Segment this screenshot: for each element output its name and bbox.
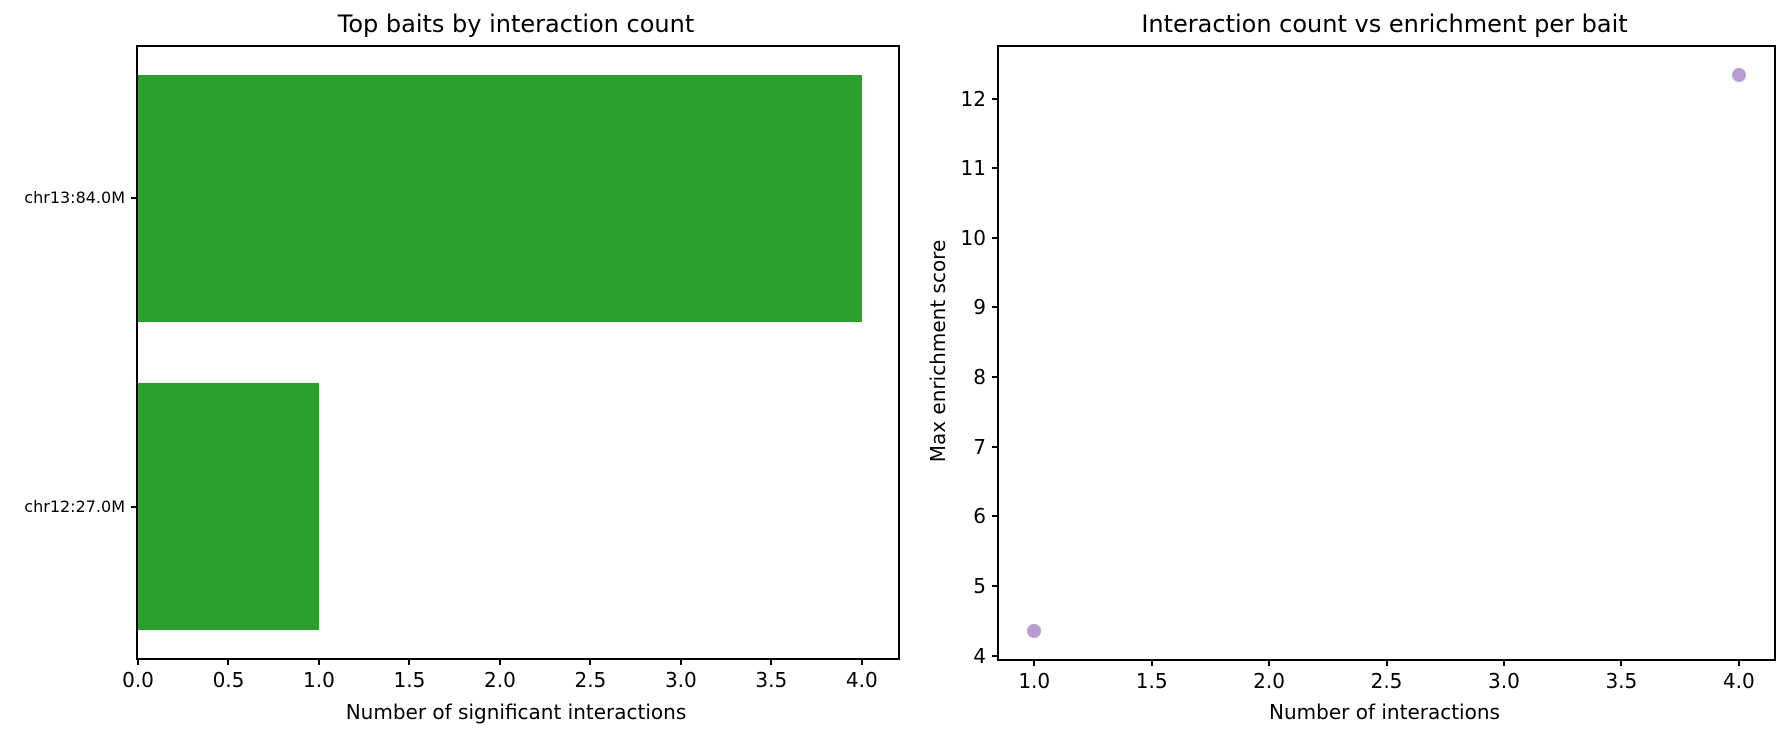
- x-tick-label: 2.5: [574, 668, 607, 692]
- x-tick: [498, 658, 501, 665]
- x-tick-label: 1.5: [1135, 669, 1168, 693]
- x-tick-label: 0.0: [122, 668, 154, 692]
- y-tick-label: 8: [973, 365, 986, 390]
- y-tick: [131, 197, 138, 200]
- scatter-point: [1027, 624, 1042, 639]
- bar-chart-plot-area: 0.0 0.5 1.0 1.5 2.0 2.5 3.0 3.5 4.0 chr13:84.0M ch…: [24, 45, 900, 691]
- y-tick: [992, 306, 999, 309]
- y-tick: [992, 236, 999, 239]
- y-tick-label: 6: [973, 504, 986, 529]
- scatter-chart-xlabel: Number of interactions: [1269, 700, 1500, 724]
- y-tick-label: 12: [960, 86, 986, 111]
- x-tick: [227, 658, 230, 665]
- y-tick: [992, 445, 999, 448]
- bar-chart-xlabel: Number of significant interactions: [345, 700, 687, 724]
- y-tick: [992, 515, 999, 518]
- x-tick-label: 3.5: [1605, 669, 1638, 693]
- x-tick: [1620, 659, 1623, 666]
- x-tick-label: 1.0: [303, 668, 335, 692]
- x-tick: [1502, 659, 1505, 666]
- scatter-point: [1731, 67, 1746, 82]
- x-tick-label: 2.0: [483, 668, 516, 692]
- y-tick-label: 10: [960, 225, 986, 250]
- scatter-chart-plot-area: 1.0 1.5 2.0 2.5 3.0 3.5 4.0 4 5 6 7 8 9 10 11 12: [961, 45, 1776, 692]
- x-tick: [137, 658, 139, 665]
- x-tick-label: 4.0: [1722, 669, 1755, 693]
- x-tick-label: 3.5: [755, 668, 788, 692]
- y-tick-label: 4: [973, 643, 986, 668]
- x-tick: [1150, 659, 1153, 666]
- x-tick: [1385, 659, 1388, 666]
- y-tick: [131, 505, 138, 508]
- y-tick: [992, 584, 999, 587]
- y-tick: [992, 167, 999, 170]
- x-tick: [1737, 659, 1740, 666]
- x-tick-label: 3.0: [1488, 669, 1520, 693]
- category-tick-label: chr13:84.0M: [24, 188, 125, 208]
- x-tick-label: 0.5: [212, 668, 245, 692]
- y-tick-label: 9: [973, 295, 986, 320]
- y-tick: [992, 97, 999, 100]
- category-tick-label: chr12:27.0M: [24, 496, 125, 516]
- x-tick-label: 3.0: [664, 668, 697, 692]
- x-tick: [589, 658, 592, 665]
- x-tick-label: 2.5: [1370, 669, 1403, 693]
- x-tick: [1268, 659, 1271, 666]
- x-tick: [317, 658, 320, 665]
- bar-chart-title: Top baits by interaction count: [337, 10, 695, 38]
- x-tick: [860, 658, 863, 665]
- y-tick: [992, 654, 999, 657]
- y-tick-label: 11: [960, 156, 986, 181]
- scatter-chart-title: Interaction count vs enrichment per bait: [1141, 10, 1628, 38]
- x-tick: [770, 658, 773, 665]
- x-tick-label: 1.5: [393, 668, 426, 692]
- x-tick-label: 4.0: [845, 668, 878, 692]
- x-tick: [408, 658, 411, 665]
- bar: [138, 383, 319, 631]
- y-tick-label: 7: [973, 434, 986, 459]
- scatter-chart-ylabel: Max enrichment score: [926, 239, 950, 463]
- x-tick: [679, 658, 682, 665]
- y-tick-label: 5: [973, 573, 986, 598]
- x-tick-label: 2.0: [1253, 669, 1285, 693]
- y-tick: [992, 376, 999, 379]
- x-tick: [1033, 659, 1036, 666]
- x-tick-label: 1.0: [1018, 669, 1051, 693]
- bar: [138, 74, 862, 322]
